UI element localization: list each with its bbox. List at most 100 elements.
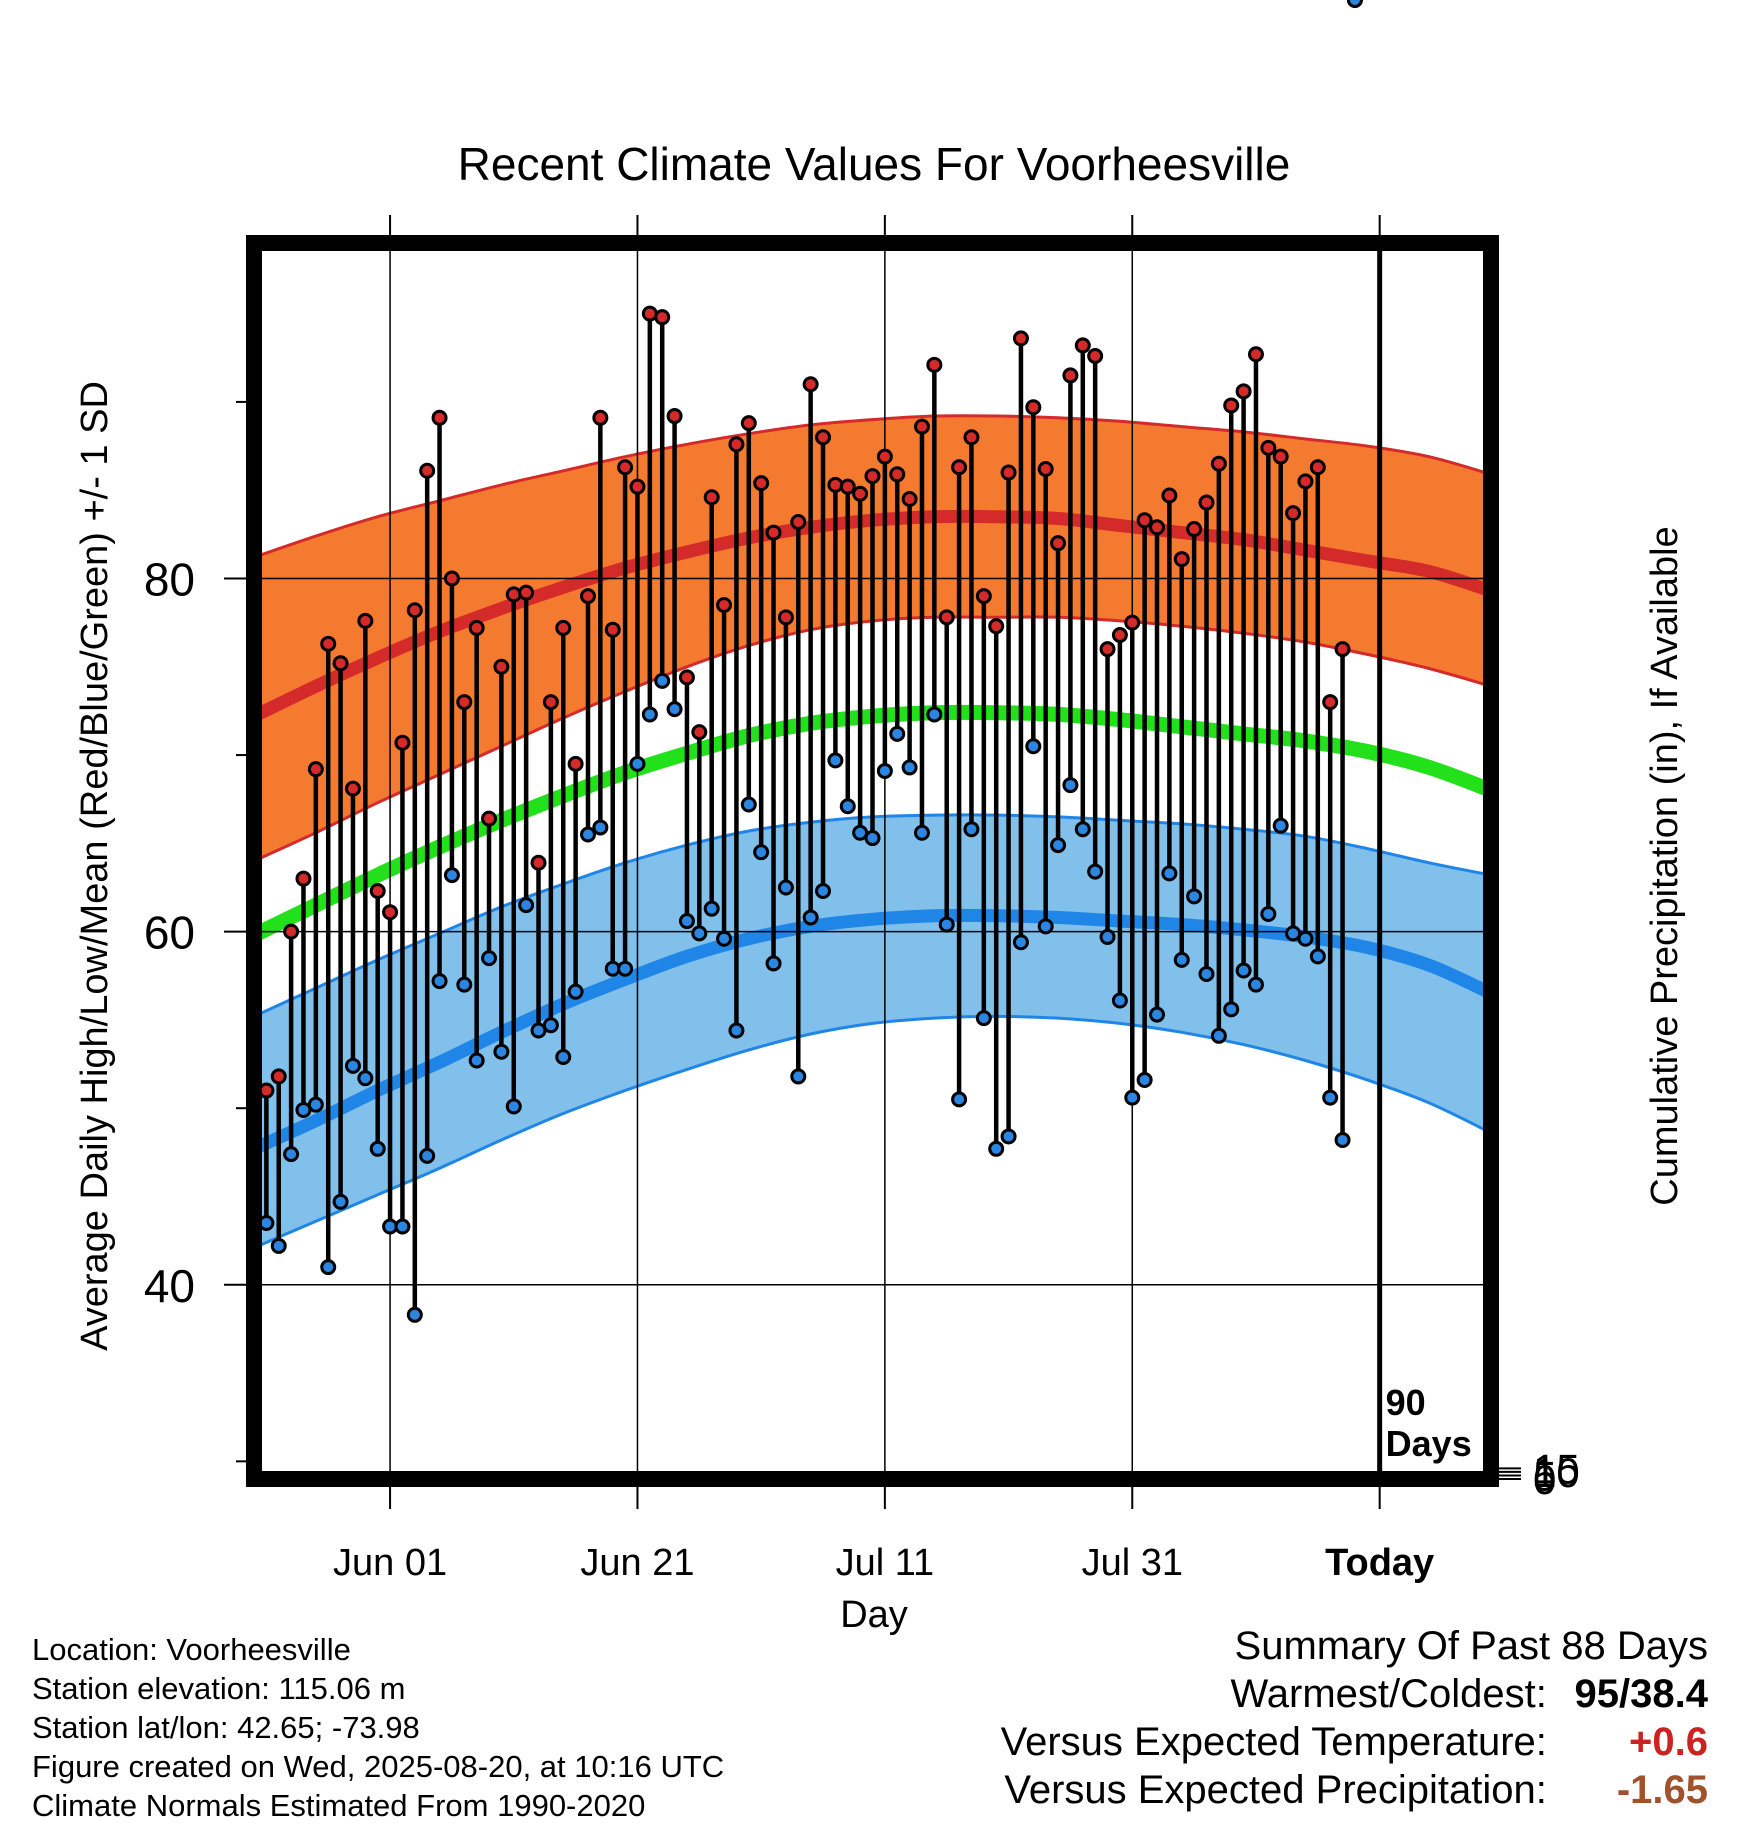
daily-low-point: [1000, 1128, 1017, 1145]
daily-low-point: [1173, 951, 1190, 968]
daily-high-point: [864, 468, 881, 485]
daily-low-point: [270, 1237, 287, 1254]
daily-high-point: [1000, 464, 1017, 481]
daily-low-point: [468, 1052, 485, 1069]
elevation-text: Station elevation: 115.06 m: [32, 1671, 406, 1706]
daily-low-point: [827, 752, 844, 769]
daily-low-point: [629, 755, 646, 772]
daily-high-point: [666, 408, 683, 425]
daily-low-point: [431, 973, 448, 990]
daily-high-point: [530, 854, 547, 871]
daily-low-point: [889, 725, 906, 742]
daily-high-point: [777, 609, 794, 626]
x-axis-label: Day: [840, 1594, 908, 1636]
daily-high-point: [876, 448, 893, 465]
x-tick-label: Jul 11: [836, 1542, 935, 1584]
today-marker-label-days-count: 90: [1386, 1382, 1426, 1423]
daily-low-point: [1025, 738, 1042, 755]
created-text: Figure created on Wed, 2025-08-20, at 10…: [32, 1749, 725, 1784]
daily-high-point: [654, 309, 671, 326]
daily-high-point: [394, 734, 411, 751]
daily-high-point: [567, 755, 584, 772]
daily-low-point: [988, 1140, 1005, 1157]
daily-high-point: [975, 588, 992, 605]
x-tick-label: Jun 21: [580, 1542, 694, 1584]
daily-high-point: [1074, 337, 1091, 354]
daily-low-point: [926, 706, 943, 723]
daily-high-point: [802, 376, 819, 393]
daily-low-point: [579, 826, 596, 843]
daily-low-point: [1322, 1089, 1339, 1106]
daily-high-point: [283, 923, 300, 940]
today-marker-label-days-unit: Days: [1386, 1423, 1472, 1464]
daily-low-point: [542, 1017, 559, 1034]
y-right-tick-label: 5: [1533, 1452, 1556, 1499]
station-info: Location: Voorheesville Station elevatio…: [32, 1630, 724, 1825]
daily-high-point: [369, 883, 386, 900]
daily-low-point: [443, 867, 460, 884]
daily-high-point: [852, 485, 869, 502]
daily-low-point: [1334, 1131, 1351, 1148]
daily-high-point: [555, 619, 572, 636]
chart-title: Recent Climate Values For Voorheesville: [458, 138, 1291, 190]
daily-low-point: [691, 925, 708, 942]
daily-low-point: [1260, 905, 1277, 922]
daily-low-point: [357, 1070, 374, 1087]
daily-low-point: [307, 1096, 324, 1113]
daily-high-point: [1186, 521, 1203, 538]
daily-high-point: [889, 466, 906, 483]
daily-low-point: [1136, 1071, 1153, 1088]
daily-high-point: [1136, 512, 1153, 529]
high-lower-line: [254, 615, 1491, 863]
daily-low-point: [654, 672, 671, 689]
daily-high-point: [1322, 694, 1339, 711]
location-text: Location: Voorheesville: [32, 1632, 351, 1667]
daily-high-point: [1087, 348, 1104, 365]
daily-low-point: [901, 759, 918, 776]
x-tick-label: Jun 01: [333, 1542, 447, 1584]
daily-high-point: [270, 1068, 287, 1085]
daily-low-point: [641, 706, 658, 723]
daily-low-point: [320, 1259, 337, 1276]
daily-low-point: [369, 1140, 386, 1157]
daily-low-point: [505, 1098, 522, 1115]
daily-low-point: [790, 1068, 807, 1085]
high-upper-line: [254, 414, 1491, 559]
daily-low-point: [344, 1057, 361, 1074]
daily-low-point: [1149, 1006, 1166, 1023]
y-right-tick-label: 0: [1533, 1456, 1556, 1503]
daily-low-point: [975, 1010, 992, 1027]
daily-high-point: [691, 724, 708, 741]
mean-line: [254, 704, 1491, 942]
daily-high-point: [518, 584, 535, 601]
daily-high-point: [1161, 487, 1178, 504]
daily-low-point: [951, 1091, 968, 1108]
daily-high-point: [1247, 346, 1264, 363]
daily-low-point: [876, 762, 893, 779]
daily-low-point: [777, 879, 794, 896]
plot-frame: [246, 235, 1499, 1487]
y-left-tick-label: 80: [144, 553, 195, 605]
daily-high-point: [579, 588, 596, 605]
daily-high-point: [815, 429, 832, 446]
daily-low-point: [493, 1043, 510, 1060]
daily-low-point: [1037, 918, 1054, 935]
daily-high-point: [419, 462, 436, 479]
summary-temp-row: Versus Expected Temperature: +0.6: [1001, 1718, 1708, 1766]
daily-low-point: [666, 701, 683, 718]
daily-high-point: [678, 669, 695, 686]
daily-low-point: [678, 913, 695, 930]
daily-high-point: [765, 524, 782, 541]
daily-high-point: [740, 415, 757, 432]
daily-low-point: [394, 1218, 411, 1235]
daily-low-point: [1050, 837, 1067, 854]
daily-low-point: [839, 798, 856, 815]
daily-high-point: [1124, 614, 1141, 631]
daily-high-point: [592, 409, 609, 426]
daily-low-point: [1186, 888, 1203, 905]
daily-high-point: [629, 478, 646, 495]
daily-high-point: [1025, 399, 1042, 416]
daily-high-point: [604, 621, 621, 638]
daily-low-point: [740, 796, 757, 813]
daily-low-point: [1111, 992, 1128, 1009]
